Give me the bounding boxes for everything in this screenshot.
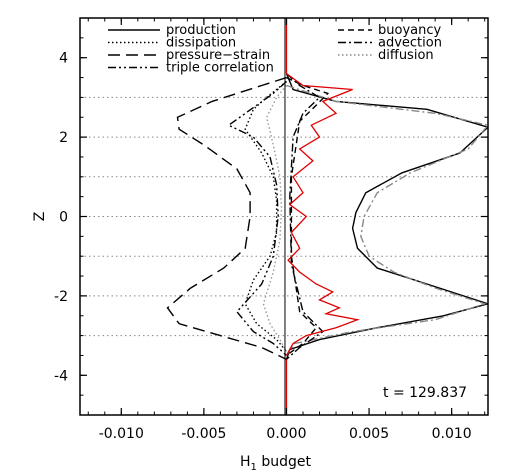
legend-label: advection bbox=[378, 36, 442, 51]
series-pressure-strain bbox=[166, 76, 287, 361]
legend-label: dissipation bbox=[166, 36, 236, 51]
y-axis-title: Z bbox=[32, 212, 48, 222]
x-axis-title-main: H bbox=[240, 454, 251, 470]
y-tick-label: 4 bbox=[59, 51, 68, 67]
series-diffusion bbox=[285, 84, 488, 356]
x-tick-label: 0.010 bbox=[432, 426, 472, 442]
series-dissipation bbox=[244, 80, 288, 352]
x-axis-title-subscript: 1 bbox=[251, 462, 257, 473]
y-tick-label: -2 bbox=[54, 289, 68, 305]
y-axis-ticks: -4 -2 0 2 4 bbox=[54, 17, 488, 416]
legend-label: production bbox=[166, 23, 236, 38]
x-tick-label: -0.005 bbox=[181, 426, 226, 442]
legend-label: buoyancy bbox=[378, 23, 441, 38]
y-tick-label: 0 bbox=[59, 210, 68, 226]
series-layer bbox=[166, 18, 488, 415]
series-triple-correlation bbox=[227, 80, 287, 356]
x-axis-ticks: -0.010 -0.005 0.000 0.005 0.010 bbox=[87, 18, 486, 442]
x-tick-label: 0.005 bbox=[349, 426, 389, 442]
y-tick-label: -4 bbox=[54, 368, 68, 384]
legend-label: diffusion bbox=[378, 48, 434, 63]
x-axis-title-tail: budget bbox=[257, 454, 312, 470]
y-tick-label: 2 bbox=[59, 130, 68, 146]
time-annotation: t = 129.837 bbox=[383, 385, 467, 401]
legend: productiondissipationpressure−straintrip… bbox=[108, 23, 442, 76]
series-group bbox=[166, 18, 488, 415]
dotted-reference-lines bbox=[80, 96, 488, 337]
series-residual bbox=[285, 73, 360, 356]
x-axis-title: H1 budget bbox=[240, 454, 312, 473]
x-tick-label: 0.000 bbox=[266, 426, 306, 442]
series-diffusion-grey bbox=[262, 85, 288, 352]
x-tick-label: -0.010 bbox=[99, 426, 144, 442]
series-advection bbox=[286, 73, 324, 360]
legend-label: triple correlation bbox=[166, 61, 274, 76]
legend-label: pressure−strain bbox=[166, 48, 270, 63]
